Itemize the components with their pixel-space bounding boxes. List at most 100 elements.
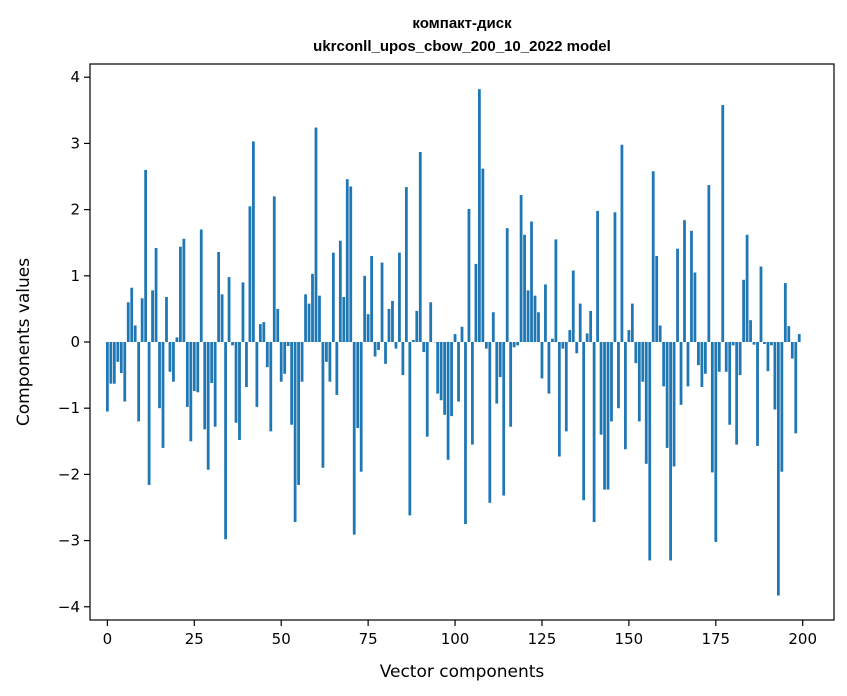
bar-63: [325, 342, 328, 362]
bar-40: [245, 342, 248, 388]
bar-121: [526, 290, 530, 342]
bar-161: [665, 342, 669, 448]
bar-128: [551, 338, 554, 342]
bar-142: [599, 342, 603, 435]
bar-165: [679, 342, 683, 405]
bar-122: [530, 221, 533, 342]
bar-163: [672, 342, 676, 467]
bar-166: [683, 220, 686, 342]
bar-34: [224, 342, 227, 540]
bar-198: [794, 342, 798, 434]
bar-125: [540, 342, 544, 379]
chart-title: компакт-диск: [412, 15, 512, 32]
bar-28: [203, 342, 207, 430]
bar-73: [359, 342, 363, 472]
y-tick-label: −1: [58, 399, 80, 417]
bar-93: [429, 302, 433, 342]
x-tick-label: 25: [185, 630, 204, 648]
bar-186: [752, 342, 756, 345]
x-axis-label: Vector components: [380, 662, 545, 682]
bar-146: [613, 212, 617, 342]
bar-43: [255, 342, 259, 407]
bar-36: [231, 342, 234, 346]
bar-107: [477, 89, 481, 343]
bar-156: [648, 342, 652, 561]
bar-90: [418, 152, 422, 342]
bar-37: [234, 342, 238, 423]
bar-6: [126, 302, 130, 342]
bar-9: [137, 342, 141, 422]
bar-197: [790, 342, 794, 359]
bar-51: [283, 342, 287, 374]
bar-188: [759, 266, 763, 342]
bar-71: [352, 342, 356, 535]
bar-172: [703, 342, 707, 374]
bar-149: [624, 342, 627, 450]
x-axis-ticks: 0 25 50 75 100 125 150 175 200: [103, 620, 817, 648]
bars-group: [105, 89, 801, 596]
bar-17: [165, 296, 168, 342]
bar-148: [620, 144, 624, 342]
bar-70: [349, 186, 353, 342]
x-tick-label: 175: [701, 630, 730, 648]
bar-95: [436, 342, 440, 394]
bar-80: [384, 342, 387, 364]
bar-108: [481, 168, 485, 342]
bar-159: [658, 325, 662, 342]
bar-135: [575, 342, 579, 354]
bar-124: [537, 312, 540, 342]
bar-178: [724, 342, 728, 372]
bar-113: [498, 342, 502, 378]
y-tick-label: 2: [70, 201, 80, 219]
bar-69: [345, 179, 349, 342]
bar-179: [728, 342, 732, 425]
bar-167: [686, 342, 690, 387]
bar-116: [509, 342, 513, 427]
x-tick-label: 125: [528, 630, 557, 648]
bar-144: [606, 342, 610, 490]
bar-82: [391, 300, 394, 342]
bar-189: [763, 342, 766, 344]
bar-64: [328, 342, 332, 382]
bar-83: [394, 342, 398, 349]
bar-65: [331, 252, 335, 342]
bar-22: [182, 238, 186, 342]
bar-49: [276, 308, 280, 342]
bar-50: [279, 342, 283, 382]
y-tick-label: −2: [58, 465, 80, 483]
x-tick-label: 100: [441, 630, 470, 648]
bar-106: [474, 263, 478, 342]
x-tick-label: 150: [615, 630, 644, 648]
bar-8: [133, 325, 137, 342]
bar-0: [105, 342, 109, 412]
bar-181: [735, 342, 739, 445]
bar-105: [471, 342, 474, 445]
bar-96: [439, 342, 443, 401]
bar-103: [464, 342, 467, 525]
bar-119: [519, 195, 523, 342]
bar-46: [265, 342, 269, 368]
bar-153: [637, 342, 641, 422]
bar-199: [797, 334, 801, 342]
bar-78: [377, 342, 380, 350]
bar-23: [185, 342, 189, 407]
bar-151: [630, 303, 634, 342]
bar-47: [269, 342, 273, 432]
bar-100: [453, 334, 457, 342]
bar-145: [610, 342, 613, 422]
bar-38: [238, 342, 241, 440]
bar-66: [335, 342, 339, 395]
bar-3: [116, 342, 120, 362]
bar-169: [693, 272, 697, 342]
bar-26: [196, 342, 200, 393]
bar-115: [505, 228, 509, 342]
bar-184: [745, 234, 749, 342]
bar-112: [495, 342, 499, 404]
bar-127: [547, 342, 551, 394]
bar-120: [523, 234, 526, 342]
bar-104: [467, 208, 471, 342]
bar-19: [172, 342, 175, 382]
bar-10: [140, 298, 144, 342]
bar-89: [415, 310, 419, 342]
